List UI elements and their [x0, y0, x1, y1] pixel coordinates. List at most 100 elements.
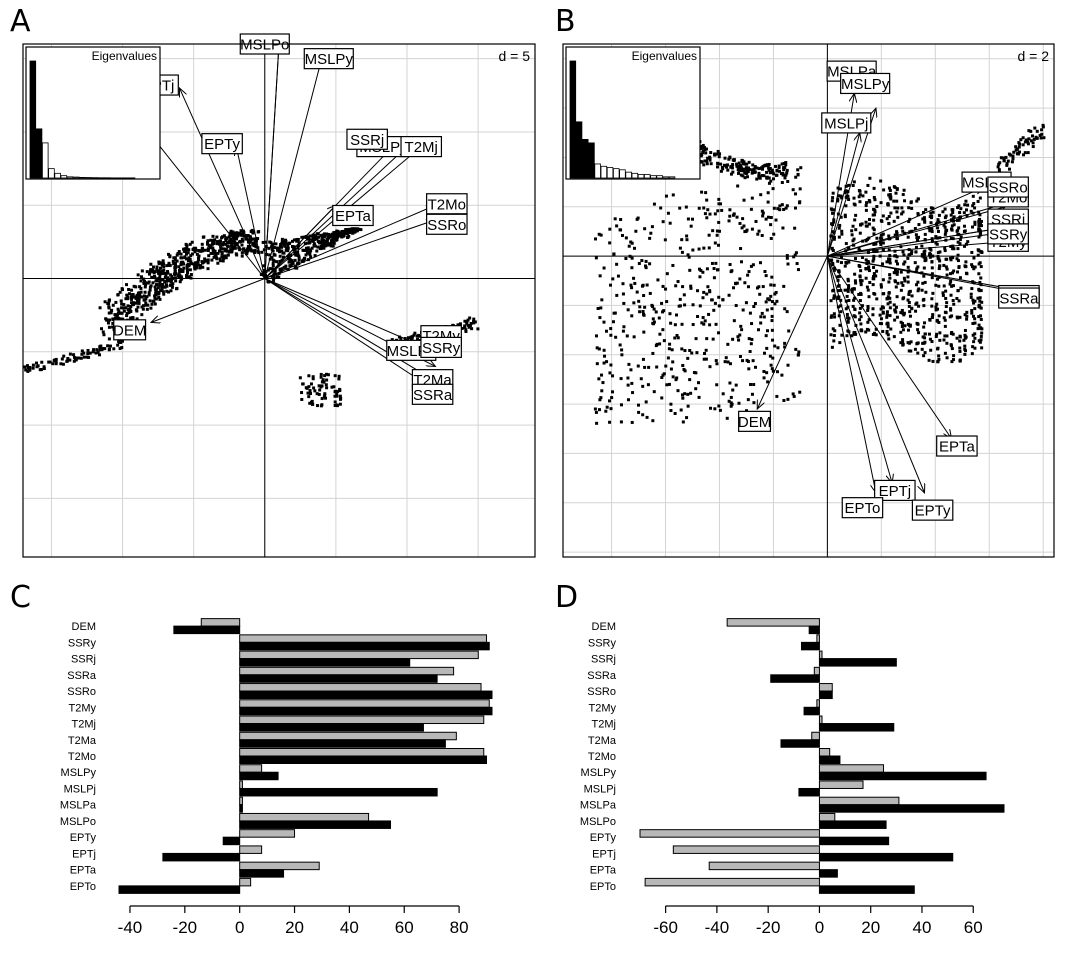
bar-epto-black — [818, 885, 915, 894]
data-point — [930, 340, 934, 344]
data-point — [168, 263, 172, 267]
data-point — [839, 310, 843, 314]
data-point — [206, 261, 210, 265]
bar-ssro-grey — [818, 683, 833, 692]
data-point — [231, 241, 235, 245]
data-point — [256, 249, 260, 253]
data-point — [955, 229, 959, 233]
data-point — [661, 284, 665, 288]
data-point — [618, 343, 622, 347]
data-point — [169, 280, 173, 284]
data-point — [956, 247, 960, 251]
data-point — [886, 302, 890, 306]
data-point — [1027, 129, 1031, 133]
data-point — [101, 330, 105, 334]
bar-t2my-grey — [816, 699, 820, 708]
data-point — [888, 273, 892, 277]
data-point — [832, 237, 836, 241]
data-point — [852, 237, 856, 241]
data-point — [893, 280, 897, 284]
data-point — [188, 257, 192, 261]
data-point — [240, 254, 244, 258]
data-point — [859, 269, 863, 273]
data-point — [652, 307, 656, 311]
data-point — [864, 258, 868, 262]
data-point — [908, 314, 912, 318]
data-point — [338, 231, 342, 235]
data-point — [979, 219, 983, 223]
data-point — [738, 355, 742, 359]
data-point — [784, 161, 788, 165]
data-point — [1023, 151, 1027, 155]
data-point — [973, 346, 977, 350]
data-point — [839, 261, 843, 265]
data-point — [958, 315, 962, 319]
data-point — [152, 274, 156, 278]
data-point — [117, 340, 121, 344]
data-point — [278, 267, 282, 271]
data-point — [767, 176, 771, 180]
data-point — [958, 276, 962, 280]
x-tick-label: 20 — [285, 918, 304, 937]
data-point — [662, 339, 666, 343]
data-point — [768, 354, 772, 358]
data-point — [744, 166, 748, 170]
data-point — [705, 337, 709, 341]
data-point — [35, 365, 39, 369]
data-point — [353, 229, 357, 233]
data-point — [468, 324, 472, 328]
data-point — [761, 211, 765, 215]
data-point — [785, 171, 789, 175]
data-point — [943, 351, 947, 355]
data-point — [624, 256, 628, 260]
data-point — [867, 265, 871, 269]
data-point — [339, 396, 343, 400]
data-point — [167, 290, 171, 294]
data-point — [775, 168, 779, 172]
data-point — [676, 389, 680, 393]
data-point — [686, 392, 690, 396]
data-point — [854, 228, 858, 232]
data-point — [943, 334, 947, 338]
bar-mslpo-black — [239, 820, 392, 829]
bar-ssry-grey — [239, 634, 488, 643]
data-point — [658, 342, 662, 346]
data-point — [129, 309, 133, 313]
data-point — [775, 394, 779, 398]
data-point — [752, 401, 756, 405]
data-point — [730, 166, 734, 170]
data-point — [296, 261, 300, 265]
data-point — [895, 315, 899, 319]
category-label-ssry: SSRy — [68, 637, 97, 649]
data-point — [1042, 136, 1046, 140]
data-point — [321, 243, 325, 247]
data-point — [614, 335, 618, 339]
data-point — [65, 359, 69, 363]
data-point — [685, 234, 689, 238]
data-point — [832, 294, 836, 298]
data-point — [253, 249, 257, 253]
data-point — [211, 251, 215, 255]
data-point — [938, 250, 942, 254]
data-point — [973, 206, 977, 210]
x-tick-label: 60 — [964, 918, 983, 937]
data-point — [964, 242, 968, 246]
data-point — [107, 337, 111, 341]
data-point — [24, 368, 28, 372]
data-point — [936, 256, 940, 260]
category-label-mslpj: MSLPj — [64, 783, 96, 795]
data-point — [937, 320, 941, 324]
data-point — [796, 268, 800, 272]
data-point — [711, 337, 715, 341]
arrow-epty — [826, 255, 924, 493]
data-point — [102, 333, 106, 337]
data-point — [107, 311, 111, 315]
data-point — [977, 249, 981, 253]
data-point — [949, 293, 953, 297]
data-point — [137, 299, 141, 303]
data-point — [288, 241, 292, 245]
data-point — [873, 292, 877, 296]
data-point — [887, 337, 891, 341]
data-point — [867, 295, 871, 299]
label-box-ssry — [420, 336, 462, 359]
